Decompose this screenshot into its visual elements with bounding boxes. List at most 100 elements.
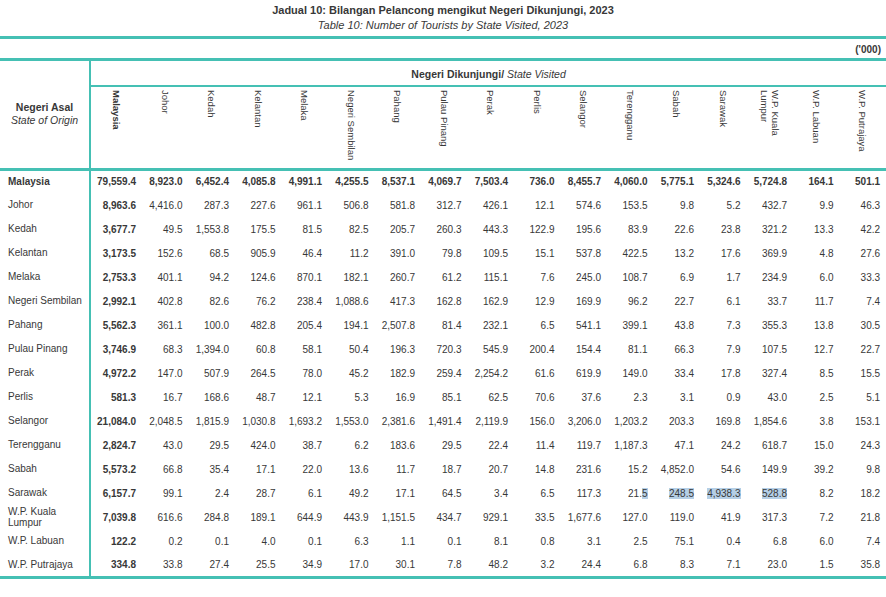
cell-pulau-pinang-johor: 68.3	[142, 337, 189, 361]
cell-perlis-kedah: 168.6	[189, 385, 236, 409]
col-header-pahang: Pahang	[375, 86, 422, 170]
cell-perlis-pahang: 16.9	[375, 385, 422, 409]
cell-perak-malaysia: 4,972.2	[90, 361, 142, 385]
cell-pahang-kedah: 100.0	[189, 313, 236, 337]
cell-perlis-kelantan: 48.7	[235, 385, 282, 409]
table-title-english: Table 10: Number of Tourists by State Vi…	[0, 18, 886, 32]
col-header-label: Kedah	[206, 90, 217, 168]
cell-kelantan-selangor: 537.8	[561, 241, 608, 265]
cell-w-p-kuala-lumpur-kelantan: 189.1	[235, 505, 282, 529]
cell-melaka-w-p-labuan: 6.0	[793, 265, 840, 289]
cell-kedah-terengganu: 83.9	[607, 217, 654, 241]
cell-sarawak-malaysia: 6,157.7	[90, 481, 142, 505]
col-header-label: Sabah	[671, 90, 682, 168]
spanning-header-row: Negeri Asal State of Origin Negeri Dikun…	[0, 60, 886, 86]
cell-negeri-sembilan-perlis: 12.9	[514, 289, 561, 313]
cell-sarawak-sabah: 248.5	[654, 481, 701, 505]
cell-sarawak-kelantan: 28.7	[235, 481, 282, 505]
cell-kedah-malaysia: 3,677.7	[90, 217, 142, 241]
cell-selangor-sarawak: 169.8	[700, 409, 747, 433]
cell-sabah-w-p-kuala-lumpur: 149.9	[747, 457, 794, 481]
cell-kelantan-kedah: 68.5	[189, 241, 236, 265]
cell-kelantan-terengganu: 422.5	[607, 241, 654, 265]
cell-perak-negeri-sembilan: 45.2	[328, 361, 375, 385]
cell-selangor-perlis: 156.0	[514, 409, 561, 433]
cell-johor-w-p-kuala-lumpur: 432.7	[747, 193, 794, 217]
cell-negeri-sembilan-w-p-putrajaya: 7.4	[840, 289, 886, 313]
cell-malaysia-w-p-kuala-lumpur: 5,724.8	[747, 169, 794, 193]
cell-w-p-kuala-lumpur-malaysia: 7,039.8	[90, 505, 142, 529]
cell-kedah-pahang: 205.7	[375, 217, 422, 241]
cell-melaka-melaka: 870.1	[282, 265, 329, 289]
cell-melaka-sarawak: 1.7	[700, 265, 747, 289]
visited-header-english: State Visited	[504, 68, 566, 80]
cell-perak-sabah: 33.4	[654, 361, 701, 385]
cell-johor-kedah: 287.3	[189, 193, 236, 217]
cell-melaka-negeri-sembilan: 182.1	[328, 265, 375, 289]
table-row-pulau-pinang: Pulau Pinang3,746.968.31,394.060.858.150…	[0, 337, 886, 361]
row-label: Johor	[0, 193, 90, 217]
cell-johor-terengganu: 153.5	[607, 193, 654, 217]
cell-negeri-sembilan-negeri-sembilan: 1,088.6	[328, 289, 375, 313]
cell-terengganu-w-p-kuala-lumpur: 618.7	[747, 433, 794, 457]
table-row-sarawak: Sarawak6,157.799.12.428.76.149.217.164.5…	[0, 481, 886, 505]
cell-malaysia-kedah: 6,452.4	[189, 169, 236, 193]
cell-sarawak-negeri-sembilan: 49.2	[328, 481, 375, 505]
cell-malaysia-pulau-pinang: 4,069.7	[421, 169, 468, 193]
cell-kedah-pulau-pinang: 260.3	[421, 217, 468, 241]
cell-selangor-malaysia: 21,084.0	[90, 409, 142, 433]
cell-w-p-labuan-negeri-sembilan: 6.3	[328, 529, 375, 553]
cell-terengganu-negeri-sembilan: 6.2	[328, 433, 375, 457]
cell-terengganu-perak: 22.4	[468, 433, 515, 457]
cell-kedah-w-p-kuala-lumpur: 321.2	[747, 217, 794, 241]
cell-melaka-w-p-putrajaya: 33.3	[840, 265, 886, 289]
col-header-w-p-labuan: W.P. Labuan	[793, 86, 840, 170]
cell-pulau-pinang-w-p-kuala-lumpur: 107.5	[747, 337, 794, 361]
cell-perak-w-p-putrajaya: 15.5	[840, 361, 886, 385]
cell-kedah-kelantan: 175.5	[235, 217, 282, 241]
col-header-pulau-pinang: Pulau Pinang	[421, 86, 468, 170]
cell-pulau-pinang-selangor: 154.4	[561, 337, 608, 361]
col-header-kedah: Kedah	[189, 86, 236, 170]
unit-label: ('000)	[0, 39, 886, 58]
cell-w-p-labuan-pahang: 1.1	[375, 529, 422, 553]
row-label: Kelantan	[0, 241, 90, 265]
cell-melaka-terengganu: 108.7	[607, 265, 654, 289]
cell-selangor-terengganu: 1,203.2	[607, 409, 654, 433]
cell-johor-pahang: 581.8	[375, 193, 422, 217]
table-row-perak: Perak4,972.2147.0507.9264.578.045.2182.9…	[0, 361, 886, 385]
cell-w-p-putrajaya-w-p-kuala-lumpur: 23.0	[747, 553, 794, 577]
cell-johor-w-p-labuan: 9.9	[793, 193, 840, 217]
cell-pulau-pinang-kelantan: 60.8	[235, 337, 282, 361]
cell-johor-sarawak: 5.2	[700, 193, 747, 217]
cell-selangor-pulau-pinang: 1,491.4	[421, 409, 468, 433]
cell-kelantan-sarawak: 17.6	[700, 241, 747, 265]
row-label: Pahang	[0, 313, 90, 337]
cell-melaka-perak: 115.1	[468, 265, 515, 289]
cell-w-p-labuan-malaysia: 122.2	[90, 529, 142, 553]
cell-kedah-sarawak: 23.8	[700, 217, 747, 241]
cell-sabah-terengganu: 15.2	[607, 457, 654, 481]
cell-perak-w-p-kuala-lumpur: 327.4	[747, 361, 794, 385]
cell-w-p-putrajaya-selangor: 24.4	[561, 553, 608, 577]
cell-sabah-selangor: 231.6	[561, 457, 608, 481]
row-label: Sarawak	[0, 481, 90, 505]
row-label: Kedah	[0, 217, 90, 241]
cell-pulau-pinang-negeri-sembilan: 50.4	[328, 337, 375, 361]
cell-perak-selangor: 619.9	[561, 361, 608, 385]
visited-header-malay: Negeri Dikunjungi/	[411, 68, 504, 80]
cell-sarawak-kedah: 2.4	[189, 481, 236, 505]
cell-selangor-w-p-kuala-lumpur: 1,854.6	[747, 409, 794, 433]
cell-perlis-w-p-putrajaya: 5.1	[840, 385, 886, 409]
col-header-label: Melaka	[299, 90, 310, 168]
cell-kedah-perlis: 122.9	[514, 217, 561, 241]
cell-selangor-johor: 2,048.5	[142, 409, 189, 433]
cell-w-p-labuan-w-p-kuala-lumpur: 6.8	[747, 529, 794, 553]
cell-sarawak-w-p-putrajaya: 18.2	[840, 481, 886, 505]
document-page: Jadual 10: Bilangan Pelancong mengikut N…	[0, 0, 886, 597]
cell-johor-malaysia: 8,963.6	[90, 193, 142, 217]
col-header-label: Pahang	[392, 90, 403, 168]
cell-malaysia-selangor: 8,455.7	[561, 169, 608, 193]
cell-kelantan-pulau-pinang: 79.8	[421, 241, 468, 265]
cell-pahang-w-p-kuala-lumpur: 355.3	[747, 313, 794, 337]
